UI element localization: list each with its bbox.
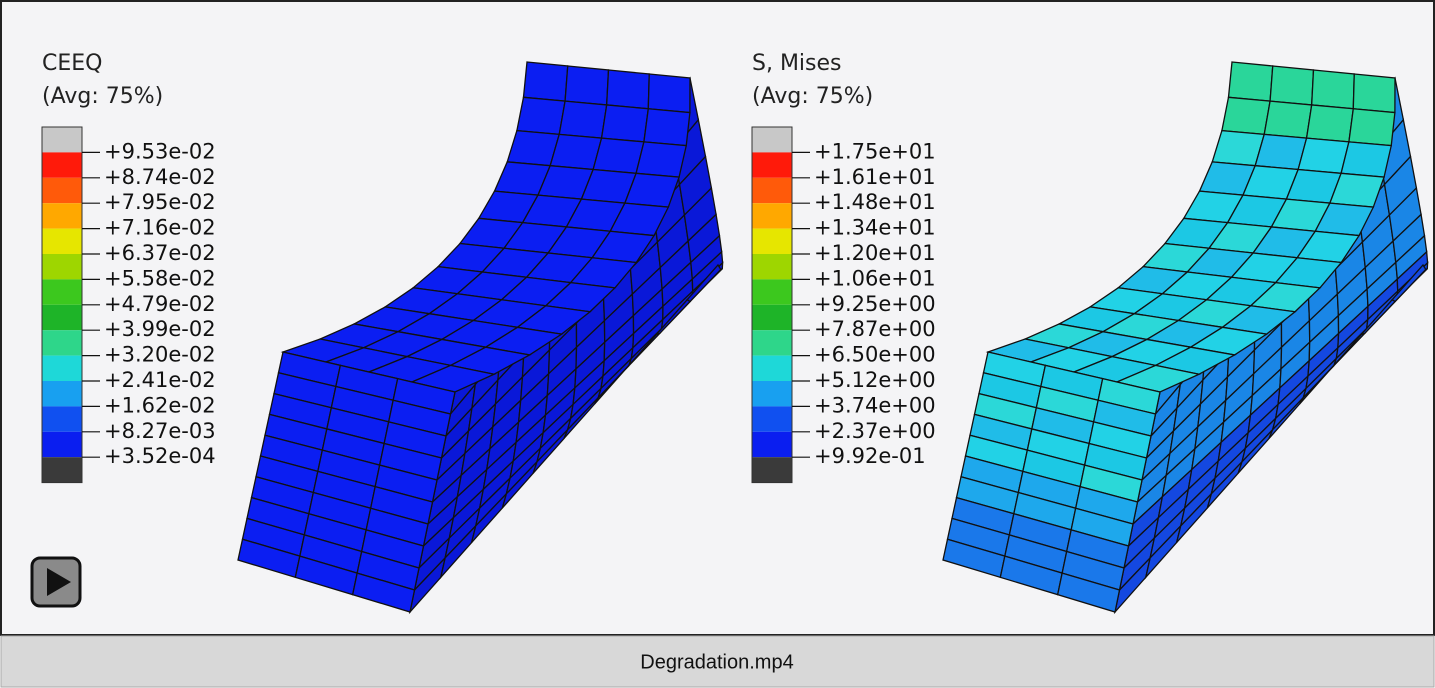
color-band	[42, 431, 82, 458]
file-name: Degradation.mp4	[640, 651, 793, 673]
mesh-element	[1352, 73, 1396, 114]
mesh-element	[1263, 100, 1313, 139]
mesh-element	[1227, 61, 1274, 102]
mesh-element	[600, 104, 650, 143]
color-band	[752, 152, 792, 178]
mesh-element	[647, 73, 691, 114]
color-band	[752, 254, 792, 280]
color-band	[752, 457, 792, 483]
color-band	[752, 177, 792, 204]
legend-label: +1.75e+01	[814, 139, 936, 163]
legend-label: +1.06e+01	[814, 266, 936, 290]
legend-subtitle: (Avg: 75%)	[752, 84, 873, 109]
mesh-element	[549, 133, 603, 171]
mesh-element	[1311, 69, 1355, 110]
mesh-element	[1305, 104, 1355, 143]
mesh-element	[606, 69, 650, 110]
color-band	[42, 355, 82, 381]
legend-label: +7.87e+00	[814, 317, 936, 341]
color-band	[42, 228, 82, 254]
legend-label: +3.99e-02	[104, 317, 216, 341]
mesh-element	[564, 65, 610, 106]
legend-label: +2.37e+00	[814, 419, 936, 443]
color-band	[42, 127, 82, 153]
legend-label: +6.37e-02	[104, 241, 216, 265]
legend-label: +5.58e-02	[104, 266, 216, 290]
legend-label: +3.74e+00	[814, 393, 936, 417]
color-band	[752, 406, 792, 432]
legend-label: +1.61e+01	[814, 165, 936, 189]
legend-label: +1.20e+01	[814, 241, 936, 265]
legend-label: +6.50e+00	[814, 343, 936, 367]
caption-bar	[0, 635, 1435, 688]
color-band	[42, 279, 82, 305]
color-band	[42, 254, 82, 280]
legend-label: +2.41e-02	[104, 368, 216, 392]
color-band	[42, 457, 82, 483]
legend-title: S, Mises	[752, 51, 842, 76]
legend-label: +9.25e+00	[814, 292, 936, 316]
legend-label: +9.92e-01	[814, 444, 926, 468]
legend-label: +7.16e-02	[104, 216, 216, 240]
legend-label: +7.95e-02	[104, 190, 216, 214]
mesh-element	[1221, 96, 1271, 136]
legend-title: CEEQ	[42, 51, 102, 76]
legend-label: +8.27e-03	[104, 419, 216, 443]
mesh-element	[1391, 263, 1427, 303]
color-band	[752, 304, 792, 331]
model-views	[237, 61, 1429, 615]
mesh-element	[1340, 141, 1393, 178]
color-band	[42, 381, 82, 407]
legend-label: +3.20e-02	[104, 343, 216, 367]
color-band	[42, 304, 82, 331]
mesh-element	[1056, 572, 1121, 613]
mesh-element	[1254, 133, 1308, 171]
color-band	[42, 203, 82, 229]
legend-label: +5.12e+00	[814, 368, 936, 392]
color-band	[752, 203, 792, 229]
mesh-element	[516, 96, 566, 136]
mesh-element	[1348, 108, 1396, 147]
legend-subtitle: (Avg: 75%)	[42, 84, 163, 109]
legend-label: +9.53e-02	[104, 139, 216, 163]
legend-label: +4.79e-02	[104, 292, 216, 316]
color-band	[42, 406, 82, 432]
legend-label: +8.74e-02	[104, 165, 216, 189]
color-band	[42, 177, 82, 204]
legend-label: +1.62e-02	[104, 393, 216, 417]
play-icon[interactable]	[47, 568, 71, 596]
legend-label: +1.48e+01	[814, 190, 936, 214]
mesh-element	[1269, 65, 1315, 106]
mesh-element	[686, 263, 722, 303]
play-button[interactable]	[30, 556, 82, 608]
mesh-element	[351, 572, 416, 613]
color-band	[752, 228, 792, 254]
legend-label: +3.52e-04	[104, 444, 216, 468]
mesh-element	[522, 61, 569, 102]
mesh-element	[1297, 137, 1350, 175]
mesh-element	[635, 141, 688, 178]
legends: CEEQ (Avg: 75%) +9.53e-02+8.74e-02+7.95e-0…	[41, 51, 936, 484]
color-band	[752, 381, 792, 407]
color-band	[752, 279, 792, 305]
color-band	[752, 355, 792, 381]
color-band	[752, 127, 792, 153]
mesh-element	[558, 100, 608, 139]
color-band	[752, 431, 792, 458]
color-band	[752, 330, 792, 356]
color-band	[42, 152, 82, 178]
legend-label: +1.34e+01	[814, 216, 936, 240]
mesh-element	[592, 137, 645, 175]
color-band	[42, 330, 82, 356]
mesh-element	[643, 108, 691, 147]
